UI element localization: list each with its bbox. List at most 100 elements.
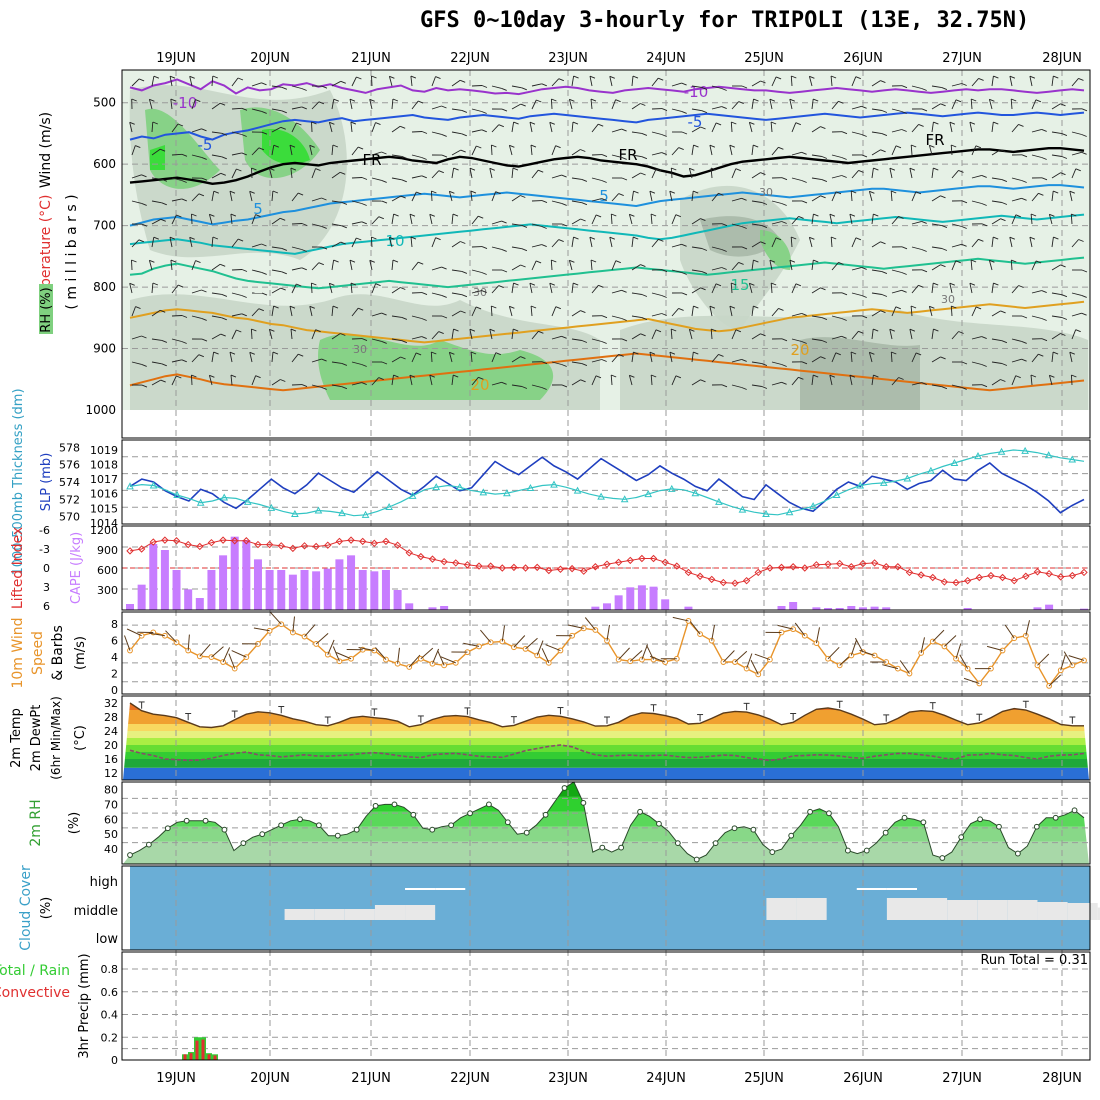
wind-barb-10m (408, 654, 421, 668)
cloud-unit: (%) (39, 897, 54, 920)
wind-barb-10m (253, 627, 270, 632)
wind-barb-flag (520, 356, 526, 360)
wind-barb-flag (453, 167, 459, 171)
isotherm-label: FR (925, 131, 944, 149)
wind-barb (1071, 151, 1082, 156)
wind-barb-flag (901, 289, 907, 293)
wind-barb (451, 310, 461, 317)
rh2m-point (1052, 814, 1059, 821)
wind-barb (971, 361, 982, 365)
wind-barb (811, 154, 822, 157)
wind-barb (671, 269, 682, 273)
wind-barb-flag (421, 318, 427, 321)
wind-barb-flag (1000, 310, 1006, 314)
wind-barb-flag (775, 237, 782, 241)
wind-barb-flag (201, 289, 207, 293)
wind-barb-10m (1037, 653, 1050, 666)
wind-barb-flag (595, 375, 602, 379)
wind-barb-flag (649, 190, 656, 194)
wind-barb (671, 214, 677, 225)
wind-barb (431, 266, 442, 271)
wind-barb-flag (476, 145, 482, 149)
wind-barb-flag (329, 121, 335, 125)
wind-barb-flag (410, 236, 417, 240)
wind-barb-flag (272, 351, 279, 355)
thickness-point (550, 480, 558, 488)
wind-barb (931, 85, 942, 89)
wind-barb-flag (356, 237, 362, 241)
cape-axis-label: CAPE (J/kg) (69, 532, 84, 604)
cape-bar (789, 602, 798, 610)
cape-bar (335, 559, 344, 610)
wind-barb-flag (710, 167, 717, 171)
rh2m-point (278, 822, 285, 829)
wind-barb-flag (513, 121, 519, 125)
wind-barb (571, 283, 574, 294)
wind-barb-flag (315, 168, 321, 172)
wind-barb (249, 191, 253, 202)
wind-barb (591, 123, 599, 133)
wind-barb (391, 195, 401, 202)
wind-barb-flag (918, 284, 924, 288)
wind-barb (271, 190, 274, 202)
wind-barb-flag (921, 269, 928, 273)
wind-barb (251, 375, 257, 386)
wind-barb-flag (141, 363, 147, 367)
precip-label-total: Total / Rain (0, 963, 70, 979)
precip-convective-bar (183, 1054, 187, 1060)
wind-barb (631, 131, 642, 134)
wind-barb-flag (909, 167, 916, 171)
wind-barb-flag (861, 295, 867, 298)
wind-barb-flag (770, 121, 777, 125)
wind-barb (349, 260, 353, 271)
rh2m-point (599, 844, 606, 851)
wind-barb (891, 216, 899, 225)
wind-barb (171, 123, 179, 133)
wind-barb (251, 214, 256, 225)
isotherm-label: 10 (385, 232, 404, 250)
rh2m-point (863, 847, 870, 854)
li-line (129, 539, 1085, 584)
wind-barb (410, 237, 413, 248)
li-point (230, 537, 239, 545)
wind-barb (911, 124, 919, 133)
wind-barb (611, 193, 620, 202)
wind-barb (631, 191, 634, 202)
wind-barb-flag (191, 213, 197, 217)
wind-barb (851, 237, 857, 248)
wind-barb-flag (152, 121, 158, 125)
li-point (696, 572, 704, 580)
wind-barb-10m (397, 647, 400, 664)
wind-barb-flag (296, 283, 302, 287)
wind-barb-flag (581, 178, 588, 182)
wind-barb (531, 169, 539, 179)
cape-bar (428, 607, 437, 610)
wind-barb (351, 221, 362, 225)
wind-barb (231, 292, 242, 296)
wind-barb (991, 177, 1002, 181)
wind-barb (751, 145, 754, 156)
wind-barb (631, 264, 641, 271)
wind-barb (691, 108, 702, 112)
wind-barb-flag (689, 167, 695, 171)
wind-barb-10m (315, 633, 329, 645)
rh-tick: 50 (104, 828, 118, 841)
isotherm-label: 20 (790, 341, 809, 359)
wind-barb-flag (281, 110, 287, 114)
li-tick: 0 (43, 562, 50, 575)
thickness-line (129, 449, 1085, 517)
wind-barb-flag (460, 310, 466, 314)
wind-barb-flag (201, 317, 207, 321)
thickness-tick: 572 (59, 493, 80, 506)
wind-barb-flag (261, 131, 268, 135)
temp-band (123, 738, 1089, 745)
wind-barb-flag (161, 202, 167, 206)
isotherm-FR (129, 146, 1085, 186)
thickness-point (832, 490, 841, 498)
wind-barb (751, 99, 754, 110)
wind-barb-flag (573, 236, 579, 240)
wind-barb-flag (880, 149, 886, 153)
wind-barb (650, 213, 653, 225)
wind-barb-flag (941, 386, 948, 390)
li-point (358, 537, 367, 546)
